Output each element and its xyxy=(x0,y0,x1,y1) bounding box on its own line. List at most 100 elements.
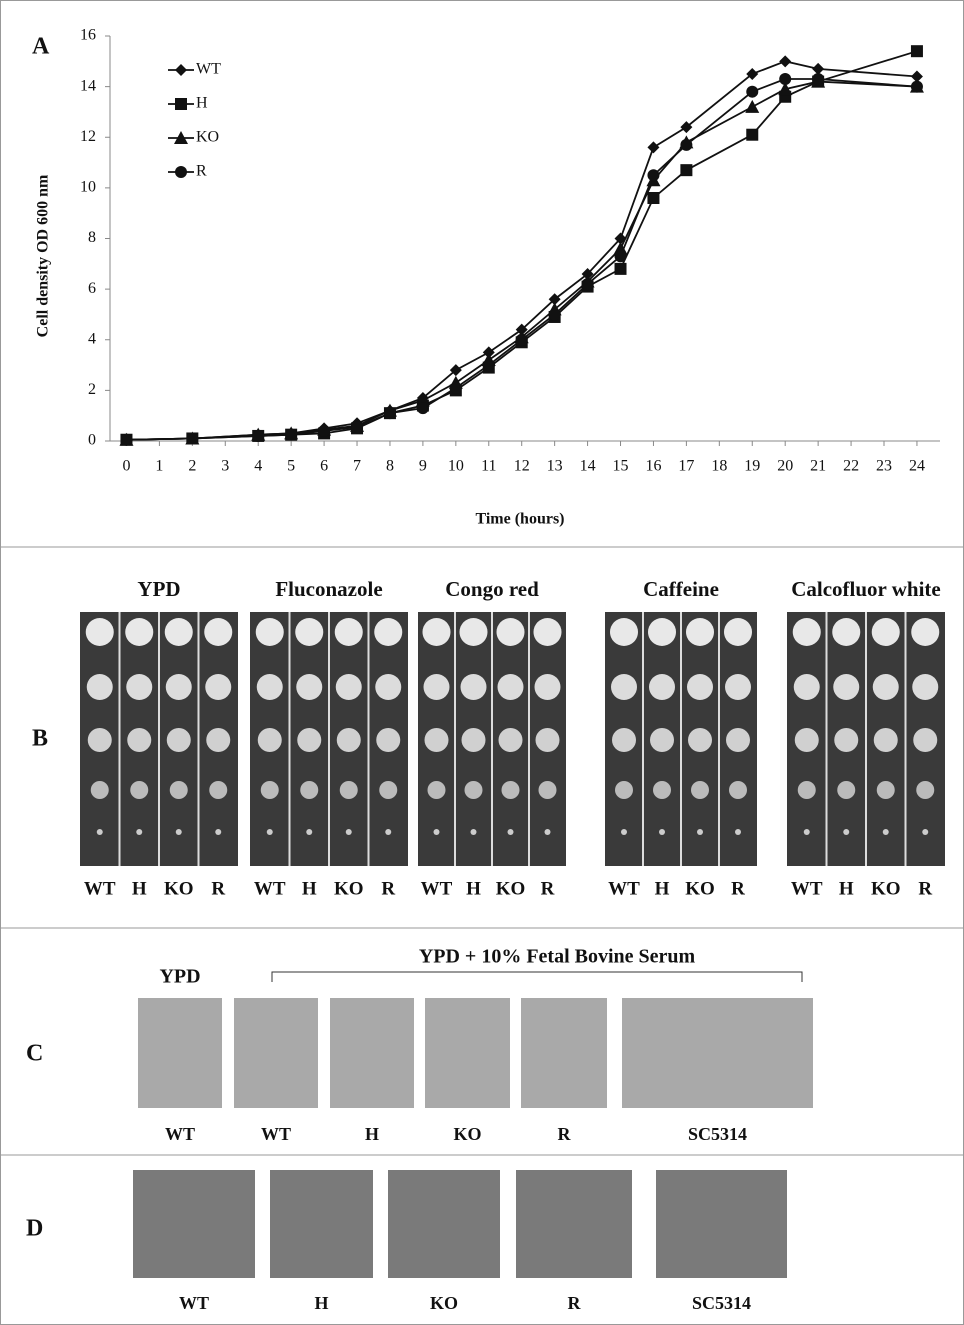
condition-title: YPD xyxy=(137,577,180,601)
panel-label: A xyxy=(32,34,50,60)
colony-edge-image xyxy=(133,1170,255,1278)
marker xyxy=(449,364,462,377)
line xyxy=(126,80,917,441)
strain-label: KO xyxy=(334,878,364,899)
colony-edge-image xyxy=(516,1170,632,1278)
colony-spot xyxy=(538,781,557,799)
colony-spot xyxy=(379,781,398,799)
colony-spot xyxy=(498,728,523,752)
colony-spot xyxy=(803,829,810,835)
marker xyxy=(812,73,825,86)
colony-spot xyxy=(872,674,899,700)
colony-spot xyxy=(335,674,362,700)
marker xyxy=(383,407,396,420)
colony-spot xyxy=(260,781,279,799)
strain-label: R xyxy=(381,878,395,899)
y-tick-label: 6 xyxy=(88,280,96,297)
colony-spot xyxy=(125,618,154,646)
marker xyxy=(351,421,364,434)
colony-spot xyxy=(424,728,449,752)
colony-spot xyxy=(833,674,860,700)
y-tick-label: 10 xyxy=(80,179,96,196)
x-tick-label: 23 xyxy=(876,458,892,475)
colony-spot xyxy=(136,829,143,835)
line xyxy=(126,60,918,441)
colony-spot xyxy=(376,728,401,752)
colony-spot xyxy=(85,618,114,646)
y-tick-label: 12 xyxy=(80,128,96,145)
x-tick-label: 8 xyxy=(386,458,394,475)
x-tick-label: 10 xyxy=(448,458,464,475)
legend-marker xyxy=(175,64,187,76)
colony-spot xyxy=(621,829,627,835)
marker xyxy=(515,323,528,336)
y-tick-label: 14 xyxy=(80,77,96,94)
y-axis-label: Cell density OD 600 nm xyxy=(35,174,52,337)
colony-spot xyxy=(729,781,747,799)
colony-spot xyxy=(916,781,935,799)
colony-spot xyxy=(339,781,358,799)
colony-spot xyxy=(912,674,939,700)
strain-label: KO xyxy=(164,878,194,899)
strain-label: WT xyxy=(179,1293,209,1313)
strain-label: R xyxy=(541,878,555,899)
y-tick-label: 4 xyxy=(88,330,96,347)
colony-spot xyxy=(464,781,483,799)
colony-spot xyxy=(611,674,637,700)
micrograph xyxy=(521,998,607,1108)
colony-spot xyxy=(688,728,712,752)
condition-title: Congo red xyxy=(445,577,539,601)
marker xyxy=(252,429,265,442)
colony-spot xyxy=(374,618,403,646)
marker xyxy=(581,267,594,280)
micrograph xyxy=(330,998,414,1108)
colony-spot xyxy=(882,829,889,835)
x-tick-label: 21 xyxy=(810,458,826,475)
strain-label: R xyxy=(918,878,932,899)
x-tick-label: 7 xyxy=(353,458,361,475)
legend-label: H xyxy=(196,95,208,112)
colony-spot xyxy=(127,728,152,752)
strain-label: KO xyxy=(871,878,901,899)
marker xyxy=(812,62,825,75)
strain-label: H xyxy=(314,1293,328,1313)
colony-edge-image xyxy=(270,1170,373,1278)
micrograph xyxy=(622,998,813,1108)
colony-spot xyxy=(297,728,322,752)
x-tick-label: 11 xyxy=(481,458,496,475)
colony-spot xyxy=(470,829,477,835)
colony-spot xyxy=(166,728,191,752)
colony-spot xyxy=(911,618,940,646)
x-tick-label: 6 xyxy=(320,458,328,475)
strain-label: WT xyxy=(608,878,640,899)
x-tick-label: 18 xyxy=(711,458,727,475)
legend-label: KO xyxy=(196,129,219,146)
panel-label: B xyxy=(32,726,48,752)
strain-label: SC5314 xyxy=(692,1293,751,1313)
strain-label: KO xyxy=(496,878,526,899)
colony-spot xyxy=(215,829,222,835)
colony-spot xyxy=(345,829,352,835)
strain-label: WT xyxy=(165,1124,195,1144)
strain-label: H xyxy=(655,878,670,899)
colony-spot xyxy=(206,728,231,752)
strain-label: H xyxy=(466,878,481,899)
condition-title: Caffeine xyxy=(643,577,719,601)
marker xyxy=(614,250,627,263)
colony-spot xyxy=(96,829,103,835)
x-tick-label: 20 xyxy=(777,458,793,475)
colony-spot xyxy=(535,728,560,752)
legend-marker xyxy=(174,131,188,144)
y-tick-label: 8 xyxy=(88,229,96,246)
colony-spot xyxy=(843,829,850,835)
panel-label: C xyxy=(26,1041,43,1067)
colony-spot xyxy=(257,728,282,752)
strain-label: WT xyxy=(791,878,823,899)
colony-spot xyxy=(650,728,674,752)
marker xyxy=(680,138,693,151)
colony-spot xyxy=(659,829,665,835)
colony-spot xyxy=(295,618,324,646)
colony-spot xyxy=(209,781,228,799)
x-tick-label: 14 xyxy=(580,458,596,475)
x-tick-label: 24 xyxy=(909,458,925,475)
